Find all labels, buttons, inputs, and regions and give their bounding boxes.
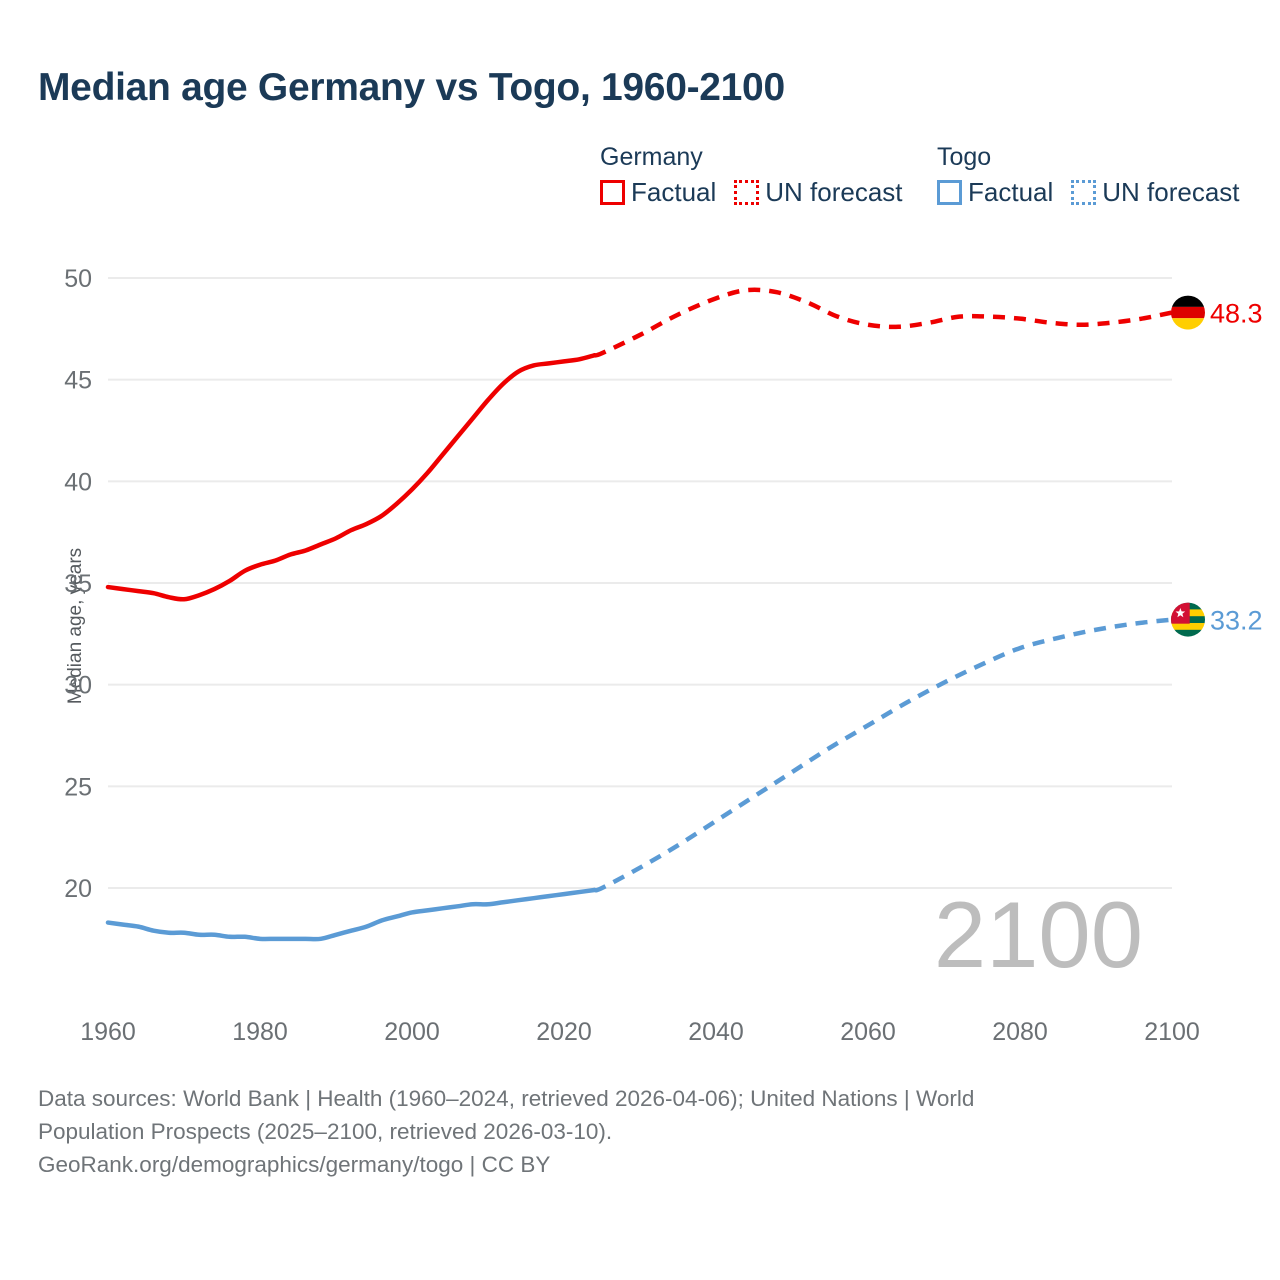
legend-swatch-solid-blue-icon <box>937 180 962 205</box>
year-watermark: 2100 <box>934 882 1143 987</box>
legend-label-germany-factual: Factual <box>631 177 717 207</box>
svg-text:35: 35 <box>64 570 92 598</box>
svg-text:40: 40 <box>64 468 92 496</box>
chart-svg: 20 25 30 35 40 45 50 1960 1980 2000 2020 2040 2060 2… <box>64 265 1263 1046</box>
svg-text:1960: 1960 <box>80 1018 136 1046</box>
x-axis-tick-labels: 1960 1980 2000 2020 2040 2060 2080 2100 <box>80 1018 1200 1046</box>
legend-swatch-solid-red-icon <box>600 180 625 205</box>
legend-label-togo-forecast: UN forecast <box>1102 177 1240 207</box>
footer-line-2: Population Prospects (2025–2100, retriev… <box>38 1119 613 1144</box>
legend-group-togo: Togo Factual UN forecast <box>937 142 1240 208</box>
footer-sources: Data sources: World Bank | Health (1960–… <box>38 1082 1238 1181</box>
legend-country-togo: Togo <box>937 143 992 171</box>
end-value-germany: 48.3 <box>1210 299 1263 329</box>
germany-flag-icon <box>1171 295 1205 330</box>
footer-line-3: GeoRank.org/demographics/germany/togo | … <box>38 1152 551 1177</box>
end-markers: 48.3 33.2 <box>1171 295 1263 637</box>
legend-item-germany-factual[interactable]: Factual <box>600 177 716 208</box>
svg-text:2020: 2020 <box>536 1018 592 1046</box>
series-lines <box>105 287 1173 942</box>
end-value-togo: 33.2 <box>1210 606 1263 636</box>
svg-text:25: 25 <box>64 773 92 801</box>
footer-line-1: Data sources: World Bank | Health (1960–… <box>38 1086 975 1111</box>
legend-country-germany: Germany <box>600 143 703 171</box>
svg-text:2100: 2100 <box>1144 1018 1200 1046</box>
togo-flag-icon <box>1171 602 1205 637</box>
legend-item-germany-forecast[interactable]: UN forecast <box>734 177 903 208</box>
legend-item-togo-factual[interactable]: Factual <box>937 177 1053 208</box>
chart-legend: Germany Factual UN forecast Togo Factual <box>600 142 1250 222</box>
legend-item-togo-forecast[interactable]: UN forecast <box>1071 177 1240 208</box>
line-factual-togo <box>105 887 597 942</box>
svg-text:2080: 2080 <box>992 1018 1048 1046</box>
svg-text:2040: 2040 <box>688 1018 744 1046</box>
legend-swatch-dotted-red-icon <box>734 180 760 205</box>
y-axis-tick-labels: 20 25 30 35 40 45 50 <box>64 265 92 903</box>
line-factual-germany <box>105 353 597 602</box>
svg-text:1980: 1980 <box>232 1018 288 1046</box>
line-forecast-togo <box>593 617 1173 893</box>
gridlines <box>108 277 1172 889</box>
svg-text:30: 30 <box>64 672 92 700</box>
legend-group-germany: Germany Factual UN forecast <box>600 142 903 208</box>
svg-text:45: 45 <box>64 367 92 395</box>
svg-text:2000: 2000 <box>384 1018 440 1046</box>
svg-text:2060: 2060 <box>840 1018 896 1046</box>
line-forecast-germany <box>593 287 1173 358</box>
legend-label-togo-factual: Factual <box>968 177 1054 207</box>
legend-swatch-dotted-blue-icon <box>1071 180 1097 205</box>
legend-label-germany-forecast: UN forecast <box>765 177 903 207</box>
svg-text:20: 20 <box>64 875 92 903</box>
page-title: Median age Germany vs Togo, 1960-2100 <box>38 66 785 109</box>
svg-text:50: 50 <box>64 265 92 293</box>
